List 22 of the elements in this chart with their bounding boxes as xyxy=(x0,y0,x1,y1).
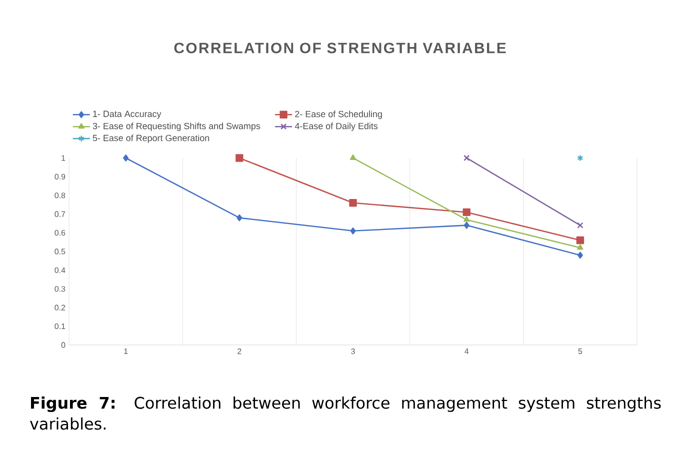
legend-label: 5- Ease of Report Generation xyxy=(92,134,210,143)
text: Figure 7: Correlation between workforce management system strengths variables. xyxy=(30,396,661,430)
point xyxy=(577,252,583,259)
point xyxy=(464,222,470,229)
point xyxy=(577,222,584,228)
point xyxy=(349,199,357,207)
point xyxy=(464,216,470,222)
legend-label: 3- Ease of Requesting Shifts and Swamps xyxy=(92,122,260,131)
point xyxy=(350,154,356,160)
legend-label: 1- Data Accuracy xyxy=(93,110,162,119)
chart-title: CORRELATION OF STRENGTH VARIABLE xyxy=(174,42,506,54)
point xyxy=(576,236,584,244)
legend-label: 4-Ease of Daily Edits xyxy=(294,122,378,131)
point xyxy=(577,244,584,250)
point xyxy=(236,154,244,162)
point xyxy=(350,227,356,234)
point xyxy=(463,154,470,162)
point xyxy=(462,208,470,216)
point xyxy=(577,154,584,162)
legend-label: 2- Ease of Scheduling xyxy=(295,110,382,119)
point xyxy=(123,154,129,162)
point xyxy=(236,214,242,222)
